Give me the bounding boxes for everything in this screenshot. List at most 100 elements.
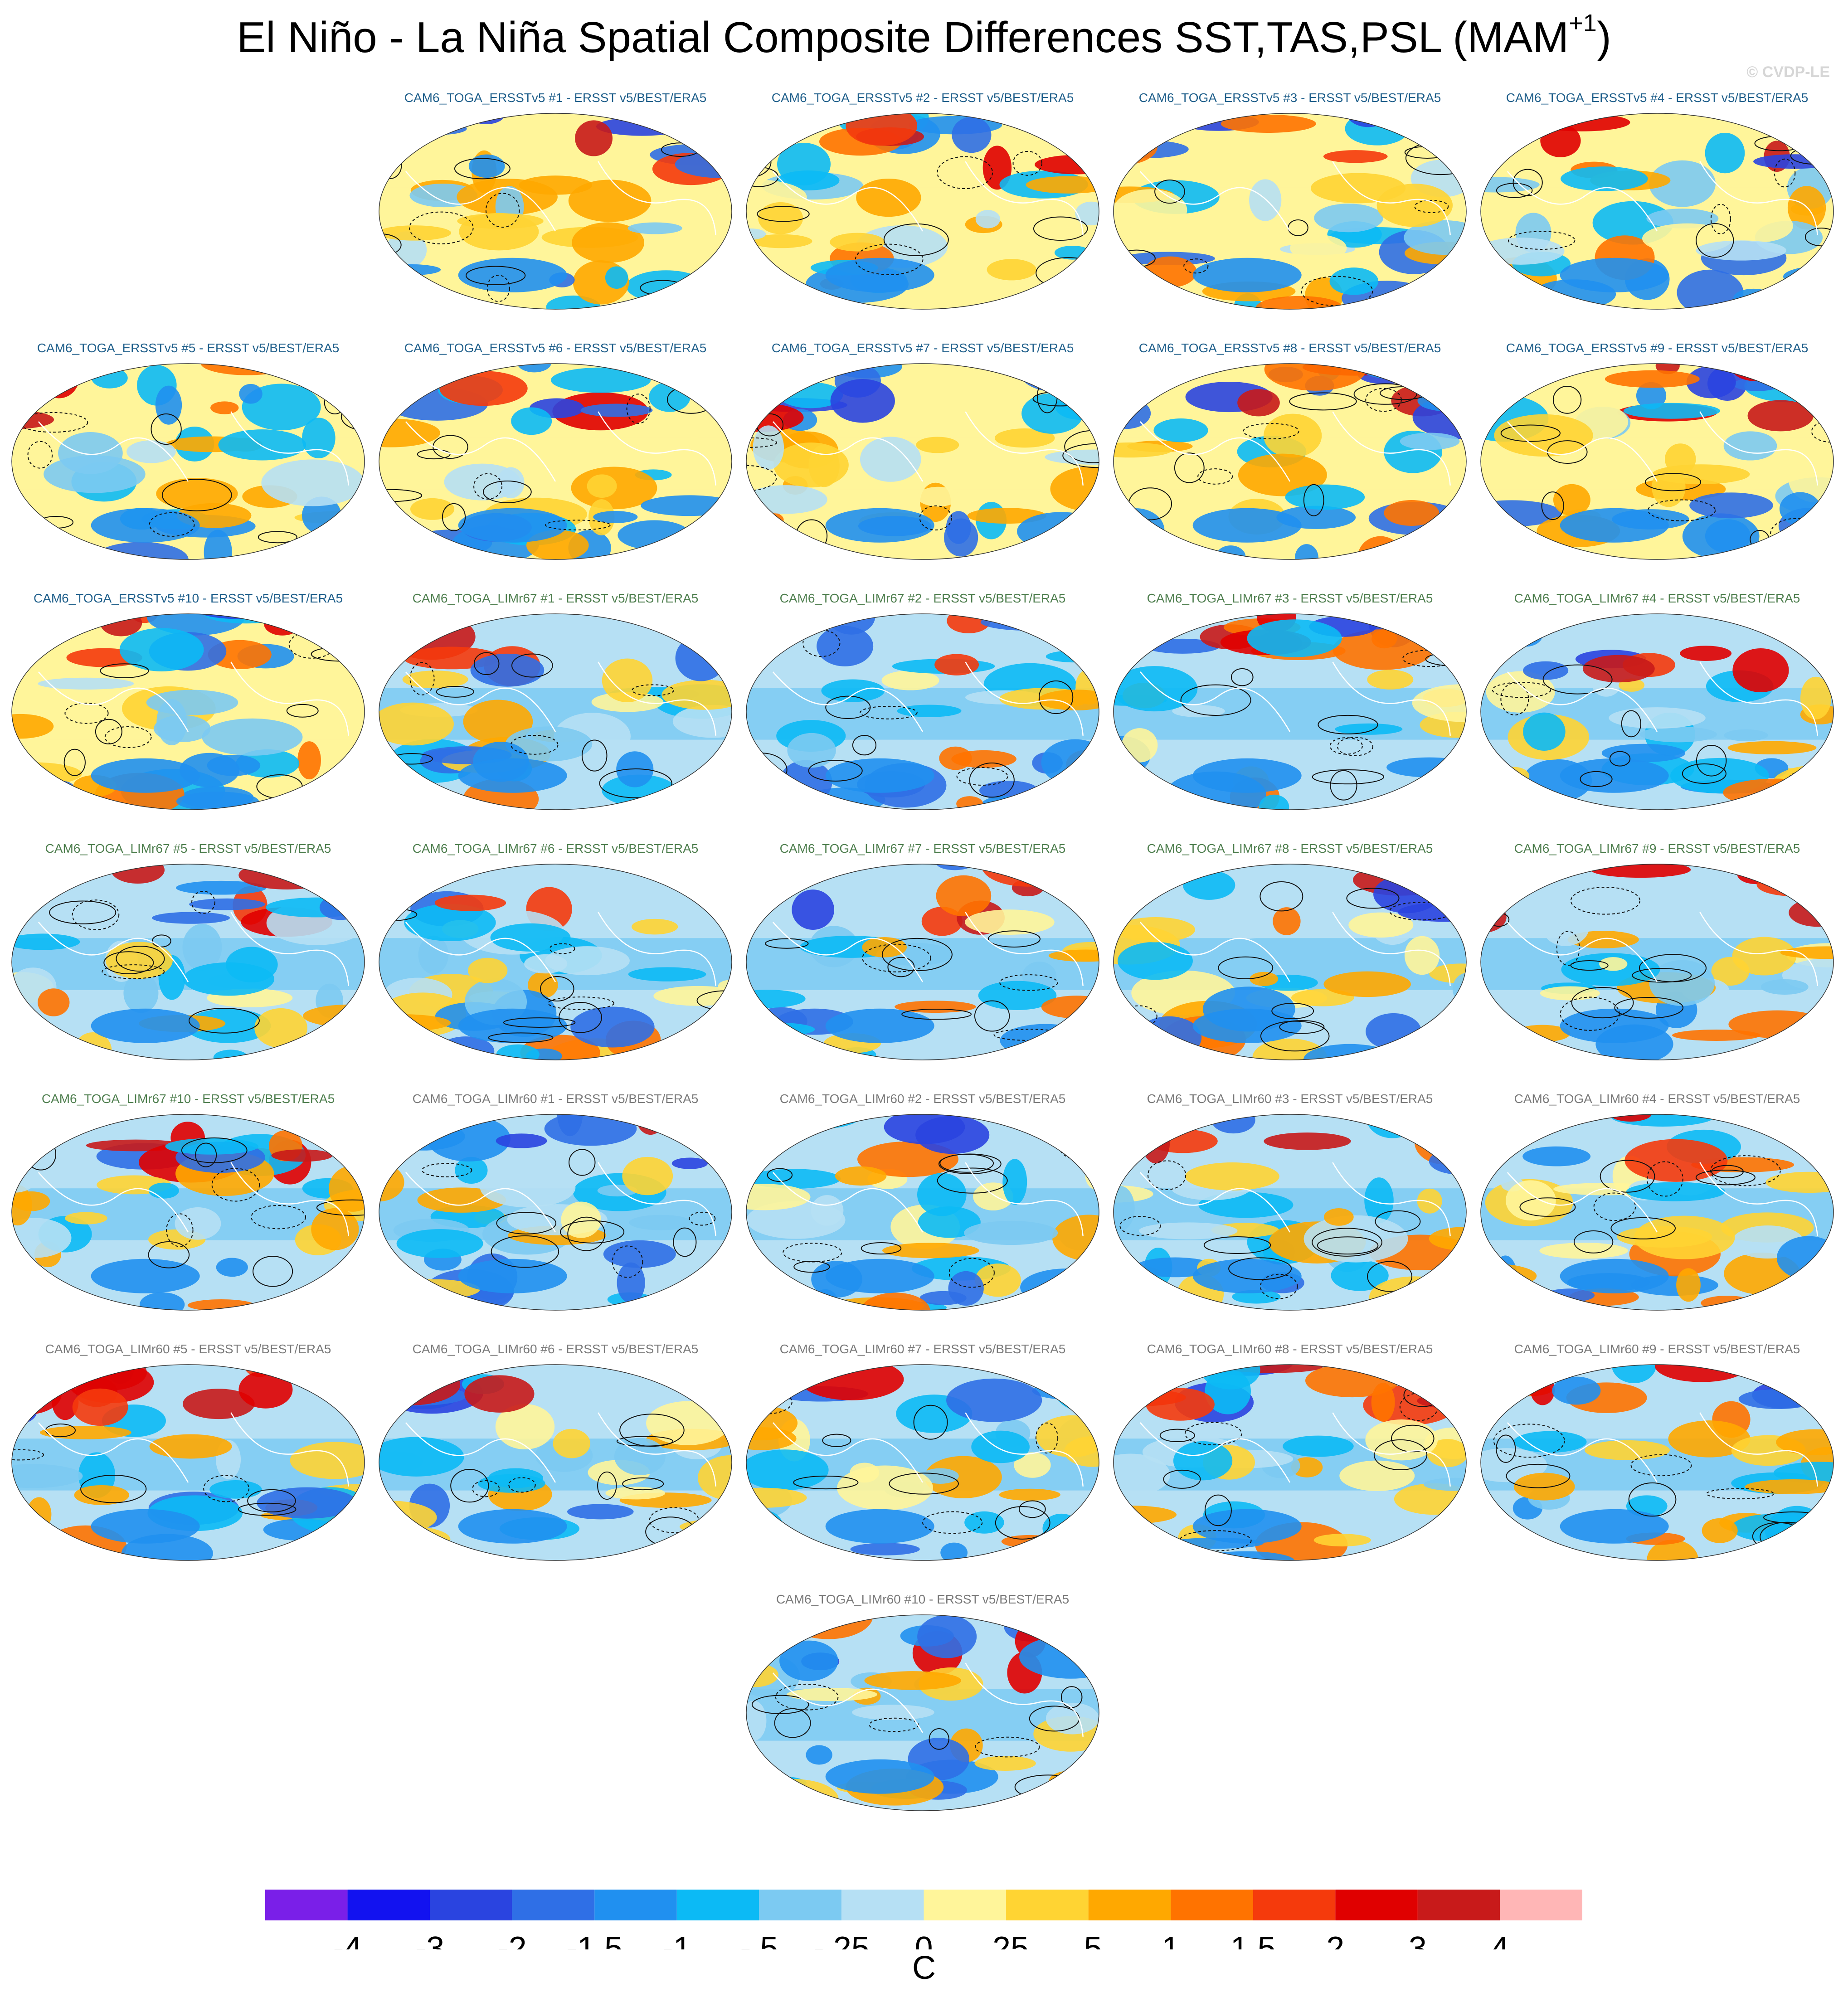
colorbar-tick-label: 3 [1409, 1930, 1427, 1949]
map-panel-title: CAM6_TOGA_LIMr67 #9 - ERSST v5/BEST/ERA5 [1514, 841, 1800, 855]
map-panel-title: CAM6_TOGA_LIMr60 #3 - ERSST v5/BEST/ERA5 [1147, 1092, 1433, 1106]
map-panel-title: CAM6_TOGA_ERSSTv5 #4 - ERSST v5/BEST/ERA… [1506, 91, 1809, 105]
map-panel: CAM6_TOGA_ERSSTv5 #6 - ERSST v5/BEST/ERA… [373, 341, 738, 586]
global-map [1113, 113, 1467, 310]
map-panel: CAM6_TOGA_ERSSTv5 #10 - ERSST v5/BEST/ER… [5, 591, 371, 836]
global-map [11, 864, 365, 1060]
map-panel: CAM6_TOGA_LIMr67 #8 - ERSST v5/BEST/ERA5 [1107, 841, 1473, 1086]
colorbar-tick-label: 0 [914, 1930, 933, 1949]
map-panel: CAM6_TOGA_LIMr67 #4 - ERSST v5/BEST/ERA5 [1474, 591, 1840, 836]
map-panel-title: CAM6_TOGA_ERSSTv5 #9 - ERSST v5/BEST/ERA… [1506, 341, 1809, 355]
map-panel-title: CAM6_TOGA_LIMr60 #8 - ERSST v5/BEST/ERA5 [1147, 1342, 1433, 1356]
global-map [1480, 613, 1834, 810]
colorbar-tick-label: -.5 [740, 1930, 778, 1949]
colorbar-swatch [1253, 1890, 1336, 1920]
colorbar-tick-label: -4 [333, 1930, 362, 1949]
global-map [746, 864, 1099, 1060]
map-panel: CAM6_TOGA_LIMr60 #4 - ERSST v5/BEST/ERA5 [1474, 1092, 1840, 1336]
colorbar-swatch [430, 1890, 512, 1920]
global-map [379, 864, 732, 1060]
map-panel: CAM6_TOGA_LIMr67 #6 - ERSST v5/BEST/ERA5 [373, 841, 738, 1086]
map-panel: CAM6_TOGA_ERSSTv5 #5 - ERSST v5/BEST/ERA… [5, 341, 371, 586]
colorbar-swatch [1335, 1890, 1418, 1920]
map-panel-title: CAM6_TOGA_LIMr60 #5 - ERSST v5/BEST/ERA5 [45, 1342, 331, 1356]
map-panel: CAM6_TOGA_LIMr67 #10 - ERSST v5/BEST/ERA… [5, 1092, 371, 1336]
global-map [379, 613, 732, 810]
colorbar-tick-label: .25 [983, 1930, 1029, 1949]
colorbar-swatch [512, 1890, 595, 1920]
colorbar-swatch [1171, 1890, 1253, 1920]
page-title: El Niño - La Niña Spatial Composite Diff… [237, 10, 1611, 62]
copyright-label: © CVDP-LE [1746, 63, 1830, 81]
map-panel: CAM6_TOGA_LIMr67 #5 - ERSST v5/BEST/ERA5 [5, 841, 371, 1086]
global-map [11, 613, 365, 810]
global-map [746, 613, 1099, 810]
global-map [379, 1114, 732, 1311]
colorbar-tick-label: -1.5 [566, 1930, 622, 1949]
colorbar-swatch [841, 1890, 924, 1920]
global-map [379, 113, 732, 310]
global-map [1113, 363, 1467, 560]
colorbar-swatch [676, 1890, 759, 1920]
map-panel: CAM6_TOGA_ERSSTv5 #8 - ERSST v5/BEST/ERA… [1107, 341, 1473, 586]
global-map [1113, 1364, 1467, 1561]
map-panel: CAM6_TOGA_LIMr60 #2 - ERSST v5/BEST/ERA5 [740, 1092, 1105, 1336]
global-map [746, 1364, 1099, 1561]
global-map [1480, 113, 1834, 310]
map-panel-title: CAM6_TOGA_ERSSTv5 #5 - ERSST v5/BEST/ERA… [37, 341, 340, 355]
map-panel: CAM6_TOGA_LIMr60 #8 - ERSST v5/BEST/ERA5 [1107, 1342, 1473, 1587]
map-panel: CAM6_TOGA_ERSSTv5 #4 - ERSST v5/BEST/ERA… [1474, 91, 1840, 335]
global-map [746, 1114, 1099, 1311]
colorbar-swatch [924, 1890, 1007, 1920]
map-panel: CAM6_TOGA_LIMr60 #6 - ERSST v5/BEST/ERA5 [373, 1342, 738, 1587]
global-map [379, 1364, 732, 1561]
map-panel: CAM6_TOGA_LIMr67 #2 - ERSST v5/BEST/ERA5 [740, 591, 1105, 836]
global-map [1113, 864, 1467, 1060]
map-panel: CAM6_TOGA_LIMr60 #7 - ERSST v5/BEST/ERA5 [740, 1342, 1105, 1587]
map-panel-title: CAM6_TOGA_LIMr67 #10 - ERSST v5/BEST/ERA… [41, 1092, 335, 1106]
map-panel: CAM6_TOGA_ERSSTv5 #9 - ERSST v5/BEST/ERA… [1474, 341, 1840, 586]
map-panel-title: CAM6_TOGA_LIMr60 #10 - ERSST v5/BEST/ERA… [776, 1592, 1070, 1606]
colorbar-swatch [1006, 1890, 1089, 1920]
map-panel: CAM6_TOGA_LIMr60 #3 - ERSST v5/BEST/ERA5 [1107, 1092, 1473, 1336]
global-map [379, 363, 732, 560]
map-panel-title: CAM6_TOGA_ERSSTv5 #10 - ERSST v5/BEST/ER… [33, 591, 343, 605]
map-panel-title: CAM6_TOGA_ERSSTv5 #8 - ERSST v5/BEST/ERA… [1138, 341, 1441, 355]
map-panel-title: CAM6_TOGA_LIMr60 #6 - ERSST v5/BEST/ERA5 [412, 1342, 699, 1356]
colorbar-swatch [759, 1890, 841, 1920]
colorbar-tick-label: 2 [1326, 1930, 1344, 1949]
colorbar-tick-label: -1 [662, 1930, 691, 1949]
map-panel-title: CAM6_TOGA_LIMr67 #8 - ERSST v5/BEST/ERA5 [1147, 841, 1433, 855]
map-panel-title: CAM6_TOGA_LIMr67 #2 - ERSST v5/BEST/ERA5 [779, 591, 1066, 605]
global-map [746, 1614, 1099, 1811]
map-panel: CAM6_TOGA_LIMr67 #7 - ERSST v5/BEST/ERA5 [740, 841, 1105, 1086]
map-panel: CAM6_TOGA_LIMr60 #10 - ERSST v5/BEST/ERA… [740, 1592, 1105, 1837]
map-panel: CAM6_TOGA_ERSSTv5 #7 - ERSST v5/BEST/ERA… [740, 341, 1105, 586]
colorbar: -4 -3 -2 -1.5 -1 -.5 -.25 0 .25 .5 1 1.5 2 3 4 [265, 1890, 1582, 1949]
map-panel: CAM6_TOGA_LIMr60 #1 - ERSST v5/BEST/ERA5 [373, 1092, 738, 1336]
colorbar-swatch [1500, 1890, 1582, 1920]
global-map [1480, 1114, 1834, 1311]
map-panel-title: CAM6_TOGA_LIMr67 #4 - ERSST v5/BEST/ERA5 [1514, 591, 1800, 605]
global-map [11, 1114, 365, 1311]
colorbar-tick-label: 4 [1491, 1930, 1509, 1949]
global-map [1480, 1364, 1834, 1561]
map-panel: CAM6_TOGA_LIMr67 #3 - ERSST v5/BEST/ERA5 [1107, 591, 1473, 836]
map-panel: CAM6_TOGA_ERSSTv5 #2 - ERSST v5/BEST/ERA… [740, 91, 1105, 335]
map-panel-title: CAM6_TOGA_LIMr67 #1 - ERSST v5/BEST/ERA5 [412, 591, 699, 605]
map-panel: CAM6_TOGA_LIMr60 #5 - ERSST v5/BEST/ERA5 [5, 1342, 371, 1587]
map-panel: CAM6_TOGA_ERSSTv5 #1 - ERSST v5/BEST/ERA… [373, 91, 738, 335]
map-panel-title: CAM6_TOGA_ERSSTv5 #2 - ERSST v5/BEST/ERA… [771, 91, 1074, 105]
map-panel-title: CAM6_TOGA_LIMr60 #1 - ERSST v5/BEST/ERA5 [412, 1092, 699, 1106]
global-map [1113, 613, 1467, 810]
map-panel-title: CAM6_TOGA_LIMr67 #5 - ERSST v5/BEST/ERA5 [45, 841, 331, 855]
colorbar-swatch [265, 1890, 348, 1920]
colorbar-swatch [1417, 1890, 1500, 1920]
map-panel-title: CAM6_TOGA_ERSSTv5 #1 - ERSST v5/BEST/ERA… [404, 91, 707, 105]
map-panel: CAM6_TOGA_LIMr67 #1 - ERSST v5/BEST/ERA5 [373, 591, 738, 836]
global-map [1480, 864, 1834, 1060]
map-panel-title: CAM6_TOGA_LIMr67 #6 - ERSST v5/BEST/ERA5 [412, 841, 699, 855]
map-panel-title: CAM6_TOGA_ERSSTv5 #3 - ERSST v5/BEST/ERA… [1138, 91, 1441, 105]
map-panel-title: CAM6_TOGA_LIMr60 #2 - ERSST v5/BEST/ERA5 [779, 1092, 1066, 1106]
map-panel-title: CAM6_TOGA_ERSSTv5 #7 - ERSST v5/BEST/ERA… [771, 341, 1074, 355]
